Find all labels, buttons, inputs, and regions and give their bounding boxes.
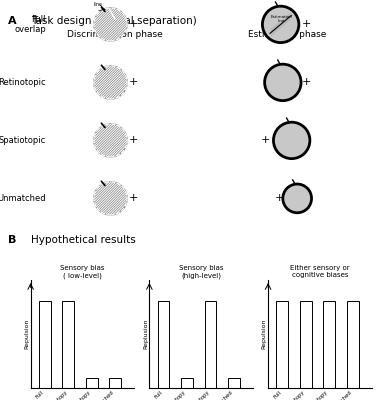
Polygon shape [94,124,127,157]
Bar [323,300,335,388]
Bar [86,378,98,388]
Bar [300,300,312,388]
Text: Discrimination phase: Discrimination phase [67,30,163,39]
Text: Estimation phase: Estimation phase [248,30,326,39]
Text: Hypothetical results: Hypothetical results [31,235,135,245]
Bar [228,378,240,388]
Text: +: + [128,77,138,87]
Text: Full
overlap: Full overlap [14,15,46,34]
Text: +: + [302,19,311,29]
Circle shape [283,184,311,213]
Text: +: + [274,194,284,203]
Text: Reference
line: Reference line [94,0,119,7]
Bar [110,378,121,388]
Y-axis label: Repulsion: Repulsion [262,319,267,349]
Text: +: + [128,135,138,146]
Bar [157,300,169,388]
Polygon shape [94,8,127,41]
Bar [39,300,51,388]
Text: Retinotopic: Retinotopic [0,78,46,87]
Y-axis label: Repulsion: Repulsion [24,319,29,349]
Text: Spatiotopic: Spatiotopic [0,136,46,145]
Text: B: B [8,235,16,245]
Bar [205,300,216,388]
Text: Estimation
line: Estimation line [271,14,293,23]
Text: +: + [128,194,138,203]
Polygon shape [94,182,127,215]
Text: +: + [260,135,270,146]
Text: Task design (spatial separation): Task design (spatial separation) [31,16,196,26]
Circle shape [273,122,310,159]
Circle shape [265,64,301,101]
Text: A: A [8,16,16,26]
Bar [181,378,193,388]
Y-axis label: Replusion: Replusion [143,319,148,349]
Text: +: + [302,77,311,87]
Bar [62,300,74,388]
Title: Sensory bias
( low-level): Sensory bias ( low-level) [60,265,105,279]
Circle shape [262,6,299,43]
Bar [347,300,358,388]
Text: Unmatched: Unmatched [0,194,46,203]
Title: Either sensory or
cognitive biases: Either sensory or cognitive biases [290,265,350,278]
Polygon shape [94,66,127,99]
Bar [276,300,288,388]
Title: Sensory bias
(high-level): Sensory bias (high-level) [179,265,223,279]
Text: +: + [128,19,138,29]
